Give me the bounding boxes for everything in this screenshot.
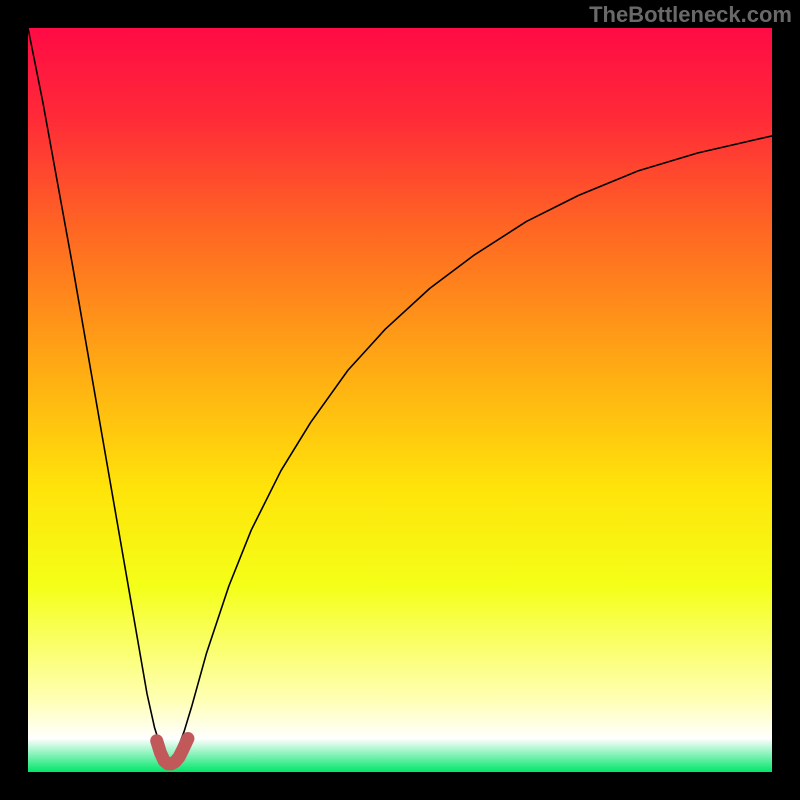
watermark-text: TheBottleneck.com	[589, 2, 792, 28]
figure-frame: TheBottleneck.com	[0, 0, 800, 800]
gradient-background	[28, 28, 772, 772]
plot-area	[28, 28, 772, 772]
chart-svg	[28, 28, 772, 772]
